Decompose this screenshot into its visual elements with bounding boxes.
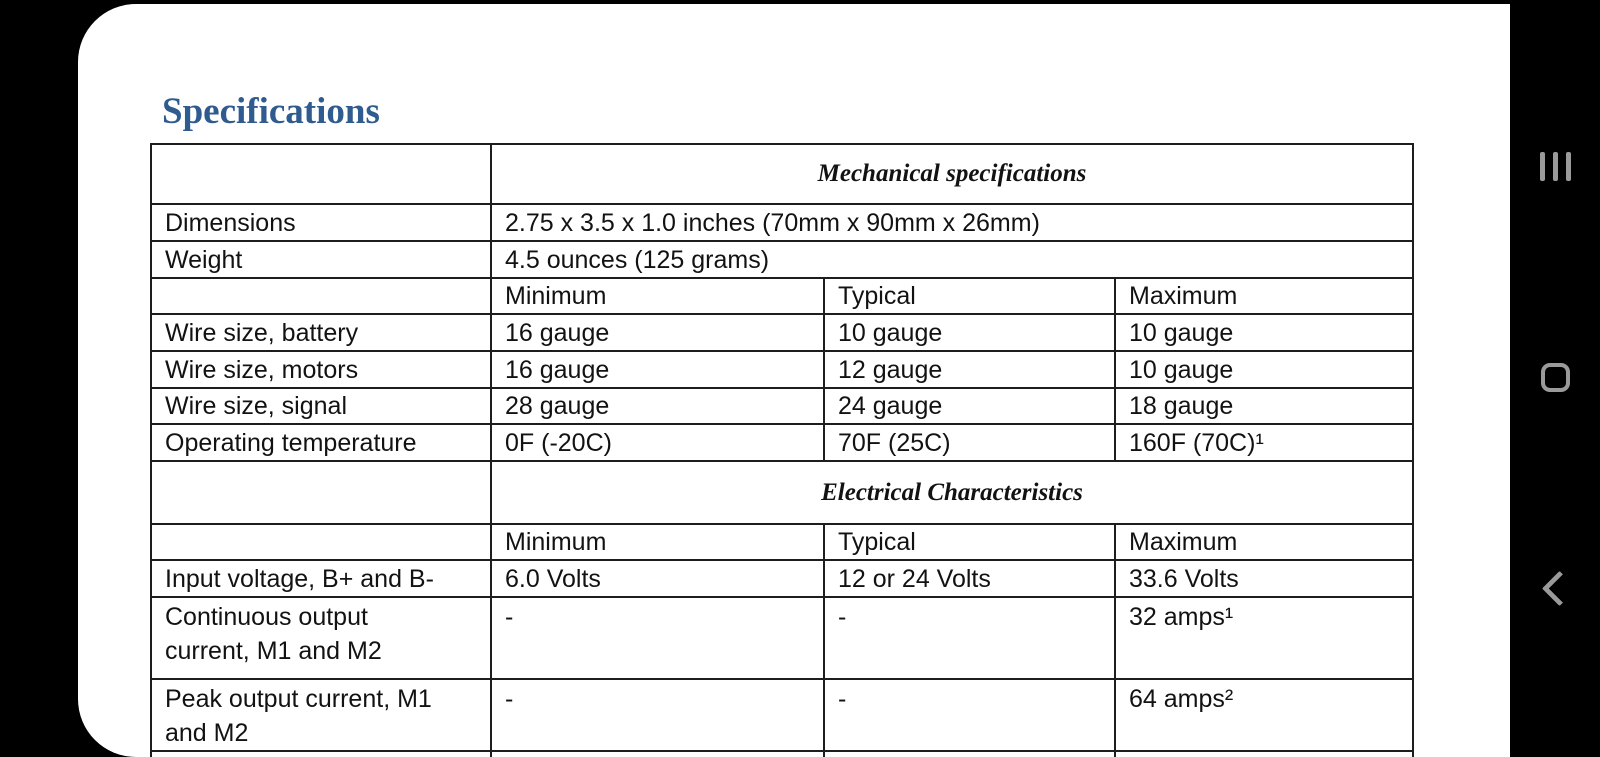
col-header-minimum: Minimum [490,523,825,561]
cell-typ: 12 gauge [823,350,1116,389]
cell-label: Operating temperature [150,423,492,462]
table-row-wire-motors: Wire size, motors 16 gauge 12 gauge 10 g… [150,350,1415,389]
cell-value: 2.75 x 3.5 x 1.0 inches (70mm x 90mm x 2… [489,203,1415,242]
table-row-operating-temperature: Operating temperature 0F (-20C) 70F (25C… [150,423,1415,462]
home-icon [1540,362,1570,392]
cell-value: 4.5 ounces (125 grams) [489,240,1415,279]
cell-label: Peak output current, M1 and M2 [150,678,492,752]
cell-min: 0F (-20C) [490,423,825,462]
table-row-wire-battery: Wire size, battery 16 gauge 10 gauge 10 … [150,313,1415,352]
cell-label: Weight [150,240,492,279]
cell-label: Dimensions [150,203,492,242]
empty-cell [1113,750,1415,757]
cell-label: Input voltage, B+ and B- [150,559,492,598]
cell-min: 6.0 Volts [490,559,825,598]
empty-cell [490,750,825,757]
cell-max: 33.6 Volts [1113,559,1415,598]
table-row-continuous-output-current: Continuous output current, M1 and M2 - -… [150,596,1415,680]
back-button[interactable] [1510,560,1600,616]
table-row-section-electrical: Electrical Characteristics [150,460,1415,525]
cell-typ: 24 gauge [823,387,1116,425]
cell-min: 28 gauge [490,387,825,425]
cell-min: 16 gauge [490,350,825,389]
empty-cell [150,750,492,757]
empty-cell [150,143,492,205]
table-row-section-mechanical: Mechanical specifications [150,143,1415,205]
home-button[interactable] [1510,349,1600,405]
cell-max: 160F (70C)¹ [1113,423,1415,462]
cell-min: - [490,596,825,680]
android-navigation-bar [1510,0,1600,757]
cell-typ: - [823,678,1116,752]
empty-cell [823,750,1116,757]
document-viewer[interactable]: Specifications Mechanical specifications… [78,4,1511,757]
section-header-mechanical: Mechanical specifications [489,143,1415,205]
table-row-column-headers: Minimum Typical Maximum [150,277,1415,315]
cell-label: Wire size, signal [150,387,492,425]
cell-max: 64 amps² [1113,678,1415,752]
cell-typ: 70F (25C) [823,423,1116,462]
cell-typ: 10 gauge [823,313,1116,352]
col-header-minimum: Minimum [490,277,825,315]
cell-max: 10 gauge [1113,313,1415,352]
empty-cell [150,277,492,315]
empty-cell [150,523,492,561]
cell-min: 16 gauge [490,313,825,352]
cell-label: Continuous output current, M1 and M2 [150,596,492,680]
cell-label: Wire size, battery [150,313,492,352]
back-icon [1541,570,1577,606]
cell-label: Wire size, motors [150,350,492,389]
table-row-peak-output-current: Peak output current, M1 and M2 - - 64 am… [150,678,1415,752]
cell-typ: 12 or 24 Volts [823,559,1116,598]
table-row-wire-signal: Wire size, signal 28 gauge 24 gauge 18 g… [150,387,1415,425]
col-header-maximum: Maximum [1113,523,1415,561]
col-header-typical: Typical [823,277,1116,315]
table-row-input-voltage: Input voltage, B+ and B- 6.0 Volts 12 or… [150,559,1415,598]
cell-min: - [490,678,825,752]
section-header-electrical: Electrical Characteristics [489,460,1415,525]
cell-max: 18 gauge [1113,387,1415,425]
table-row-partial [150,750,1415,757]
page-title: Specifications [162,91,380,132]
col-header-typical: Typical [823,523,1116,561]
cell-max: 10 gauge [1113,350,1415,389]
cell-max: 32 amps¹ [1113,596,1415,680]
table-row-column-headers: Minimum Typical Maximum [150,523,1415,561]
table-row-dimensions: Dimensions 2.75 x 3.5 x 1.0 inches (70mm… [150,203,1415,242]
recents-icon [1539,151,1571,181]
cell-typ: - [823,596,1116,680]
col-header-maximum: Maximum [1113,277,1415,315]
table-row-weight: Weight 4.5 ounces (125 grams) [150,240,1415,279]
recents-button[interactable] [1510,138,1600,194]
specifications-table: Mechanical specifications Dimensions 2.7… [150,143,1415,757]
empty-cell [150,460,492,525]
